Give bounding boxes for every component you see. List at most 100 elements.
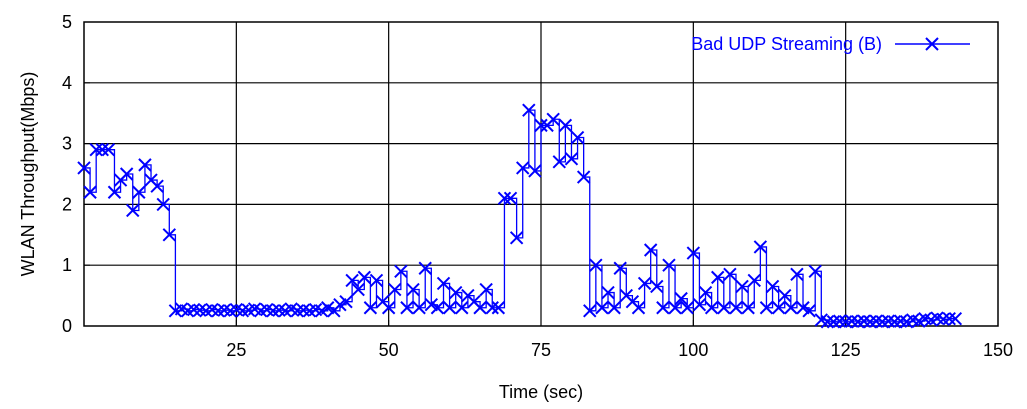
- data-point: [784, 301, 798, 315]
- data-point: [150, 179, 164, 193]
- data-point: [765, 279, 780, 294]
- data-point: [698, 285, 713, 300]
- data-point: [601, 285, 615, 300]
- data-point: [723, 267, 737, 282]
- data-point: [77, 161, 91, 175]
- data-point: [400, 301, 414, 315]
- data-point: [491, 301, 506, 315]
- data-point: [528, 164, 542, 178]
- data-point: [668, 301, 682, 315]
- x-tick-label: 25: [226, 340, 246, 360]
- data-point: [436, 276, 451, 291]
- data-point: [448, 285, 463, 300]
- data-point: [95, 142, 109, 157]
- grid-lines: [84, 22, 998, 326]
- data-point: [704, 301, 719, 315]
- series-group: [77, 103, 963, 329]
- data-point: [83, 185, 97, 199]
- data-point: [101, 142, 116, 157]
- data-point: [710, 270, 725, 285]
- data-point: [516, 161, 530, 175]
- y-tick-label: 4: [62, 73, 72, 93]
- data-point: [406, 282, 420, 297]
- data-point: [717, 301, 731, 315]
- data-point: [132, 185, 146, 199]
- data-point: [576, 170, 591, 184]
- x-tick-label: 100: [678, 340, 708, 360]
- data-point: [564, 152, 579, 166]
- data-point: [381, 301, 396, 315]
- data-point: [522, 103, 536, 117]
- ticks: 0 1 2 3 4 5 25 50 75 100 125 150: [62, 12, 1013, 360]
- data-point: [430, 301, 445, 315]
- y-tick-label: 3: [62, 134, 72, 154]
- data-point: [558, 118, 573, 133]
- data-point: [741, 301, 755, 315]
- data-point: [503, 191, 518, 206]
- data-point: [119, 167, 134, 181]
- data-point: [583, 304, 597, 318]
- data-point: [948, 311, 963, 326]
- data-point: [394, 264, 408, 278]
- data-point: [680, 301, 694, 315]
- data-point: [509, 231, 524, 245]
- y-tick-label: 0: [62, 316, 72, 336]
- data-point: [442, 301, 457, 315]
- data-point: [497, 191, 512, 206]
- data-point: [485, 301, 499, 315]
- data-point: [339, 294, 353, 309]
- x-tick-label: 125: [831, 340, 861, 360]
- legend-marker: [925, 37, 939, 51]
- data-point: [650, 279, 664, 294]
- data-point: [552, 155, 566, 169]
- data-point: [607, 301, 621, 315]
- data-point: [412, 301, 426, 315]
- data-point: [156, 197, 170, 212]
- data-point: [808, 264, 822, 278]
- x-tick-label: 75: [531, 340, 551, 360]
- x-tick-label: 50: [379, 340, 399, 360]
- data-point: [570, 130, 585, 145]
- series-line: [84, 109, 956, 323]
- y-tick-label: 2: [62, 194, 72, 214]
- y-tick-label: 5: [62, 12, 72, 32]
- x-axis-label: Time (sec): [499, 382, 583, 402]
- data-point: [747, 273, 761, 288]
- data-point: [613, 261, 627, 275]
- data-point: [662, 258, 676, 272]
- data-point: [753, 240, 768, 254]
- data-point: [729, 301, 743, 315]
- data-point: [345, 273, 359, 288]
- y-tick-label: 1: [62, 255, 72, 275]
- data-point: [363, 301, 378, 315]
- data-point: [643, 243, 658, 257]
- data-point: [759, 301, 774, 315]
- data-point: [802, 304, 816, 318]
- data-point: [89, 142, 103, 157]
- data-point: [546, 112, 560, 126]
- legend: Bad UDP Streaming (B): [691, 34, 970, 54]
- data-point: [351, 282, 365, 297]
- data-point: [637, 276, 652, 291]
- data-point: [162, 228, 177, 242]
- data-point: [369, 273, 384, 288]
- data-point: [790, 267, 804, 282]
- data-point: [692, 298, 707, 312]
- data-point: [107, 185, 122, 199]
- data-point: [479, 282, 493, 297]
- data-point: [656, 301, 670, 315]
- data-point: [455, 301, 469, 315]
- data-point: [820, 315, 835, 329]
- data-point: [771, 301, 786, 315]
- data-point: [473, 301, 487, 315]
- data-point: [138, 158, 152, 172]
- data-point: [631, 301, 646, 315]
- data-point: [686, 246, 701, 260]
- x-tick-label: 150: [983, 340, 1013, 360]
- data-point: [126, 203, 140, 218]
- legend-label: Bad UDP Streaming (B): [691, 34, 882, 54]
- data-point: [942, 311, 956, 326]
- data-point: [595, 301, 609, 315]
- data-point: [534, 118, 548, 133]
